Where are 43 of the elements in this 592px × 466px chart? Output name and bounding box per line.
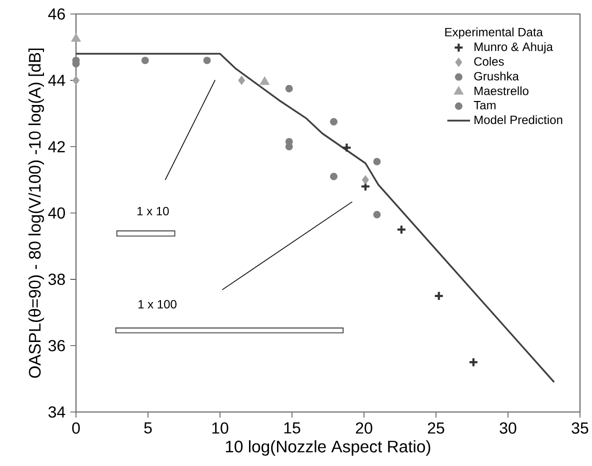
point xyxy=(362,175,369,184)
x-tick-label: 15 xyxy=(284,422,300,434)
x-tick-label: 30 xyxy=(500,422,516,434)
y-tick-label: 38 xyxy=(48,274,65,285)
legend-label: Coles xyxy=(474,56,504,66)
legend-label: Maestrello xyxy=(474,86,528,96)
point xyxy=(72,76,80,85)
x-tick-label: 35 xyxy=(572,422,588,434)
x-tick-label: 10 xyxy=(212,422,228,434)
point xyxy=(373,210,381,218)
y-tick-label: 46 xyxy=(48,8,65,20)
annotation: 1 x 10 xyxy=(138,206,169,216)
x-tick-label: 0 xyxy=(72,422,80,434)
legend-label: Model Prediction xyxy=(474,115,562,124)
point xyxy=(71,33,81,42)
point xyxy=(238,76,246,85)
legend-title: Experimental Data xyxy=(445,28,543,39)
point xyxy=(468,357,479,368)
point xyxy=(360,181,371,192)
point xyxy=(141,56,149,64)
legend-label: Tam xyxy=(474,101,496,110)
point xyxy=(373,158,381,166)
point xyxy=(434,290,444,301)
point xyxy=(330,118,338,126)
y-axis-title: OASPL(θ=90) - 80 log(V/100) -10 log(A) [dB] xyxy=(28,48,44,378)
point xyxy=(396,224,407,235)
y-tick-label: 40 xyxy=(48,207,65,219)
point xyxy=(330,172,338,180)
point xyxy=(285,84,293,92)
y-tick-label: 36 xyxy=(48,340,65,352)
y-tick-label: 34 xyxy=(48,406,66,418)
x-tick-label: 5 xyxy=(144,422,152,434)
point xyxy=(342,142,352,153)
legend-label: Grushka xyxy=(474,72,519,80)
point xyxy=(260,76,270,85)
point xyxy=(203,56,211,64)
annotation: 1 x 100 xyxy=(138,300,176,308)
x-axis-title: 10 log(Nozzle Aspect Ratio) xyxy=(226,440,430,456)
legend-label: Munro & Ahuja xyxy=(474,42,553,54)
x-tick-label: 25 xyxy=(428,422,444,434)
y-tick-label: 44 xyxy=(48,74,66,86)
y-tick-label: 42 xyxy=(48,141,65,152)
x-tick-label: 20 xyxy=(356,422,372,434)
